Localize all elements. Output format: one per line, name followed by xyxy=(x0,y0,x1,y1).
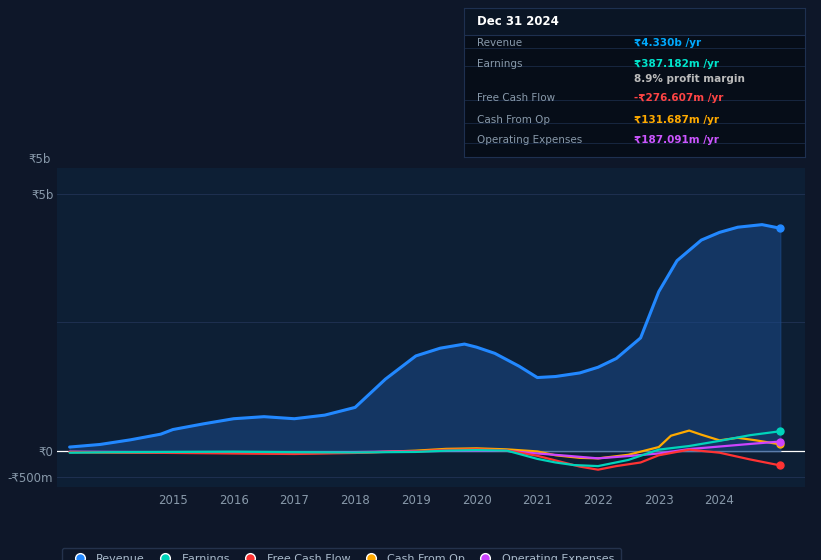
Text: Cash From Op: Cash From Op xyxy=(478,114,551,124)
Text: -₹276.607m /yr: -₹276.607m /yr xyxy=(635,93,723,103)
Text: ₹131.687m /yr: ₹131.687m /yr xyxy=(635,114,719,124)
Text: ₹4.330b /yr: ₹4.330b /yr xyxy=(635,38,701,48)
Text: Revenue: Revenue xyxy=(478,38,523,48)
Text: Operating Expenses: Operating Expenses xyxy=(478,136,583,145)
Text: ₹387.182m /yr: ₹387.182m /yr xyxy=(635,59,719,69)
Text: Earnings: Earnings xyxy=(478,59,523,69)
Text: ₹187.091m /yr: ₹187.091m /yr xyxy=(635,136,719,145)
Text: Free Cash Flow: Free Cash Flow xyxy=(478,93,556,103)
Text: 8.9% profit margin: 8.9% profit margin xyxy=(635,74,745,85)
Legend: Revenue, Earnings, Free Cash Flow, Cash From Op, Operating Expenses: Revenue, Earnings, Free Cash Flow, Cash … xyxy=(62,548,621,560)
Text: ₹5b: ₹5b xyxy=(29,153,51,166)
Text: Dec 31 2024: Dec 31 2024 xyxy=(478,15,559,27)
Bar xyxy=(464,8,805,35)
